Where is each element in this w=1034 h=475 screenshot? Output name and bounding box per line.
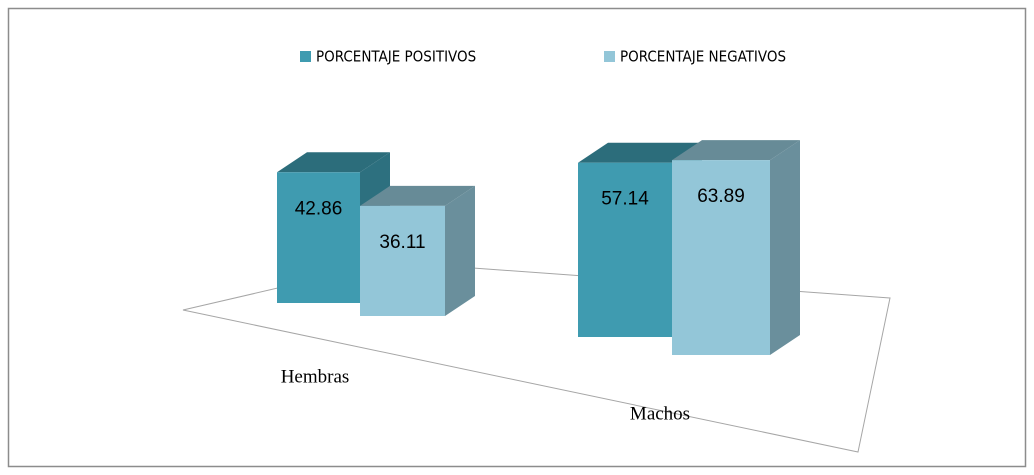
- category-label: Machos: [630, 403, 690, 424]
- bar-side: [770, 140, 800, 355]
- bar-top: [277, 152, 390, 173]
- bar-top: [360, 185, 475, 206]
- bar-top: [672, 140, 800, 161]
- legend-swatch: [604, 51, 615, 62]
- bar-top: [578, 142, 702, 163]
- bar: [360, 205, 445, 316]
- chart-frame: [7, 7, 1027, 468]
- bar: [672, 160, 770, 355]
- data-label: 63.89: [697, 186, 745, 207]
- category-label: Hembras: [281, 366, 350, 387]
- data-label: 36.11: [379, 232, 425, 253]
- legend-label: PORCENTAJE POSITIVOS: [316, 48, 476, 66]
- data-label: 57.14: [601, 189, 649, 210]
- legend-swatch: [300, 51, 311, 62]
- bar: [277, 172, 360, 303]
- data-label: 42.86: [295, 198, 343, 219]
- bar-side: [445, 185, 475, 316]
- bar: [578, 162, 672, 337]
- legend-label: PORCENTAJE NEGATIVOS: [620, 48, 786, 66]
